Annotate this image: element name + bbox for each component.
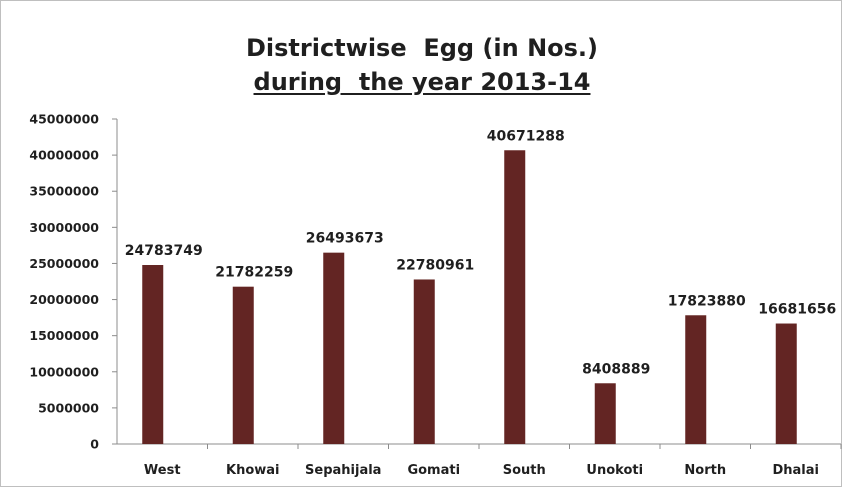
y-tick-label: 30000000 (29, 220, 99, 235)
y-tick-label: 40000000 (29, 148, 99, 163)
bar-gomati (413, 279, 435, 444)
bar-khowai (232, 286, 254, 444)
y-tick-label: 5000000 (38, 400, 99, 415)
data-labels: 24783749 21782259 26493673 22780961 40671288… (125, 128, 836, 377)
bar-dhalai (775, 323, 797, 444)
data-label-gomati: 22780961 (396, 257, 474, 273)
chart-title-line-2: during the year 2013-14 (253, 68, 591, 96)
data-label-north: 17823880 (668, 293, 746, 309)
bar-west (142, 265, 164, 444)
x-tick-label-khowai: Khowai (226, 463, 280, 478)
data-label-dhalai: 16681656 (758, 302, 836, 318)
bar-south (504, 150, 526, 444)
y-tick-label: 0 (90, 437, 99, 452)
y-axis: 0 5000000 10000000 15000000 20000000 25000000… (29, 112, 118, 452)
x-tick-label-unokoti: Unokoti (586, 463, 643, 478)
data-label-west: 24783749 (125, 243, 203, 259)
x-tick-label-gomati: Gomati (407, 463, 460, 478)
bars (142, 150, 797, 444)
bar-sepahijala (323, 252, 345, 444)
y-tick-label: 10000000 (29, 364, 99, 379)
x-tick-label-sepahijala: Sepahijala (305, 463, 381, 478)
y-tick-label: 35000000 (29, 184, 99, 199)
y-tick-label: 15000000 (29, 328, 99, 343)
x-tick-label-west: West (144, 463, 181, 478)
data-label-south: 40671288 (487, 128, 565, 144)
x-tick-label-south: South (503, 463, 546, 478)
x-tick-label-dhalai: Dhalai (772, 463, 819, 478)
bar-north (685, 315, 707, 444)
data-label-unokoti: 8408889 (582, 361, 650, 377)
data-label-khowai: 21782259 (215, 265, 293, 281)
chart-title-line-1: Districtwise Egg (in Nos.) (245, 34, 599, 62)
x-axis: West Khowai Sepahijala Gomati South Unokoti No… (117, 443, 842, 478)
y-tick-label: 45000000 (29, 112, 99, 127)
x-tick-label-north: North (684, 463, 726, 478)
y-tick-label: 20000000 (29, 292, 99, 307)
y-tick-label: 25000000 (29, 256, 99, 271)
bar-unokoti (594, 383, 616, 444)
chart-title: Districtwise Egg (in Nos.) during the ye… (1, 31, 842, 99)
data-label-sepahijala: 26493673 (306, 231, 384, 247)
